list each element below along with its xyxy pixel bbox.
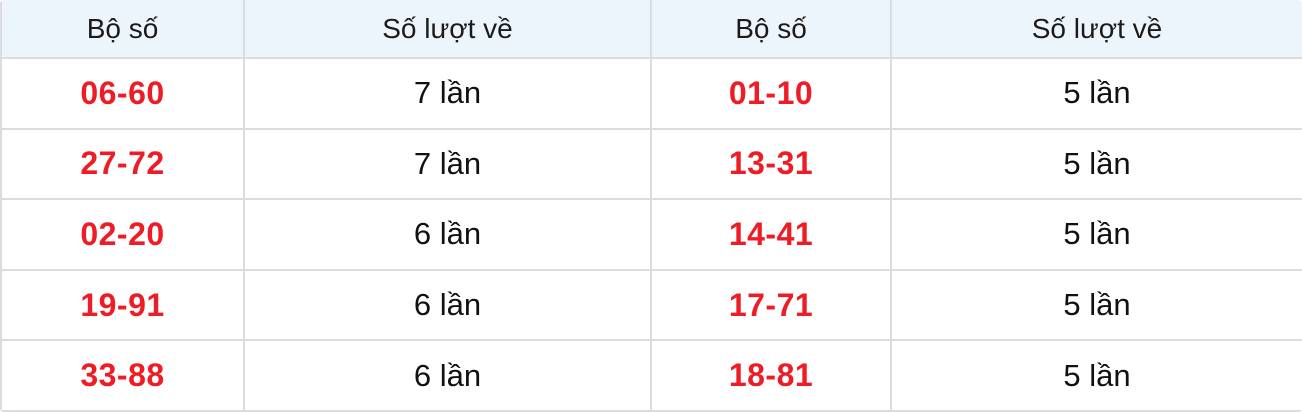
- pair-cell: 33-88: [0, 339, 245, 412]
- pair-cell: 14-41: [650, 198, 892, 271]
- table-row: 27-72 7 lần 13-31 5 lần: [0, 127, 1302, 201]
- count-cell: 5 lần: [890, 198, 1302, 271]
- col-header-pair-left: Bộ số: [0, 0, 245, 59]
- count-cell: 5 lần: [890, 268, 1302, 342]
- pair-cell: 27-72: [0, 127, 245, 201]
- count-cell: 6 lần: [243, 268, 652, 342]
- pair-cell: 06-60: [0, 57, 245, 130]
- count-cell: 5 lần: [890, 57, 1302, 130]
- table-row: 19-91 6 lần 17-71 5 lần: [0, 268, 1302, 342]
- pair-cell: 19-91: [0, 268, 245, 342]
- count-cell: 7 lần: [243, 127, 652, 201]
- table-row: 02-20 6 lần 14-41 5 lần: [0, 198, 1302, 271]
- pair-cell: 13-31: [650, 127, 892, 201]
- table-row: 33-88 6 lần 18-81 5 lần: [0, 339, 1302, 412]
- count-cell: 5 lần: [890, 339, 1302, 412]
- pair-cell: 18-81: [650, 339, 892, 412]
- count-cell: 7 lần: [243, 57, 652, 130]
- header-row: Bộ số Số lượt về Bộ số Số lượt về: [0, 0, 1302, 59]
- col-header-count-left: Số lượt về: [243, 0, 652, 59]
- count-cell: 6 lần: [243, 339, 652, 412]
- pair-cell: 01-10: [650, 57, 892, 130]
- table-row: 06-60 7 lần 01-10 5 lần: [0, 57, 1302, 130]
- col-header-pair-right: Bộ số: [650, 0, 892, 59]
- col-header-count-right: Số lượt về: [890, 0, 1302, 59]
- pair-cell: 17-71: [650, 268, 892, 342]
- count-cell: 5 lần: [890, 127, 1302, 201]
- pair-cell: 02-20: [0, 198, 245, 271]
- count-cell: 6 lần: [243, 198, 652, 271]
